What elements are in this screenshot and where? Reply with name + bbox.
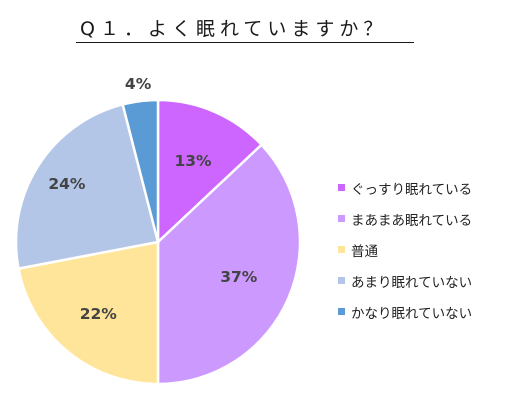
pie-slice-1 xyxy=(156,98,264,245)
legend-label: 普通 xyxy=(351,243,378,260)
legend-swatch xyxy=(338,308,345,315)
slice-value-label: 13% xyxy=(174,152,212,170)
legend-swatch xyxy=(338,215,345,222)
slice-value-label: 22% xyxy=(80,305,118,323)
slice-value-label: 37% xyxy=(220,268,258,286)
chart-title: Q１．よく眠れていますか？ xyxy=(80,18,388,40)
legend-item: まあまあ眠れている xyxy=(338,203,472,234)
title-underline xyxy=(76,42,414,43)
legend-swatch xyxy=(338,184,345,191)
legend-label: ぐっすり眠れている xyxy=(351,181,473,198)
legend-item: あまり眠れていない xyxy=(338,265,472,296)
legend-swatch xyxy=(338,277,345,284)
legend-label: まあまあ眠れている xyxy=(351,212,473,229)
legend: ぐっすり眠れている まあまあ眠れている 普通あまり眠れていない かなり眠れていない xyxy=(338,172,472,327)
slice-value-label: 4% xyxy=(125,75,152,93)
legend-item: ぐっすり眠れている xyxy=(338,172,472,203)
legend-label: かなり眠れていない xyxy=(351,305,473,322)
pie-slice-3 xyxy=(17,240,160,386)
slice-value-label: 24% xyxy=(48,175,86,193)
pie-slice-4 xyxy=(14,102,160,271)
legend-item: 普通 xyxy=(338,234,472,265)
pie-slice-5 xyxy=(121,98,160,243)
pie-slice-2 xyxy=(156,143,302,386)
legend-label: あまり眠れていない xyxy=(351,274,473,291)
legend-item: かなり眠れていない xyxy=(338,296,472,327)
legend-swatch xyxy=(338,246,345,253)
